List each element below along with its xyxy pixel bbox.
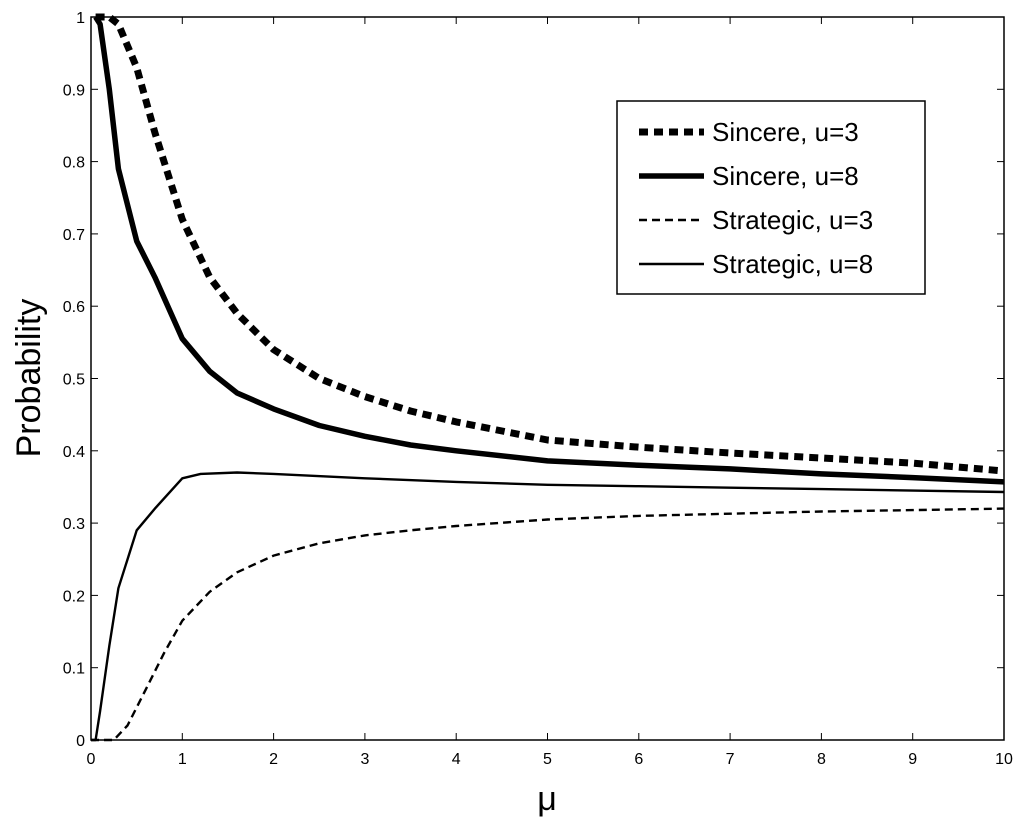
series-line-2 (93, 15, 1005, 485)
legend: Sincere, u=3 Sincere, u=8 Strategic, u=3 St… (616, 100, 926, 295)
y-tick-label: 0.1 (63, 661, 85, 678)
x-tick-label: 5 (543, 751, 552, 768)
y-tick-label: 0.9 (63, 82, 85, 99)
y-tick-label: 1 (76, 10, 85, 27)
y-tick-label: 0.5 (63, 372, 85, 389)
x-tick-label: 10 (995, 751, 1013, 768)
y-tick-label: 0.8 (63, 155, 85, 172)
x-axis-title: μ (537, 780, 557, 818)
x-tick-label: 7 (726, 751, 735, 768)
y-tick-label: 0.2 (63, 588, 85, 605)
x-tick-label: 8 (817, 751, 826, 768)
y-tick-label: 0.7 (63, 227, 85, 244)
x-tick-label: 0 (87, 751, 96, 768)
y-axis-title: Probability (10, 299, 48, 458)
y-tick-label: 0.3 (63, 516, 85, 533)
x-tick-label: 4 (452, 751, 461, 768)
x-tick-label: 1 (178, 751, 187, 768)
legend-label: Sincere, u=8 (712, 161, 859, 191)
legend-label: Sincere, u=3 (712, 117, 859, 147)
x-tick-label: 3 (360, 751, 369, 768)
y-tick-label: 0.4 (63, 444, 85, 461)
y-tick-label: 0 (76, 733, 85, 750)
ticks: 0 1 2 3 4 5 6 7 8 9 10 0 0.1 0.2 0.3 0.4 0.5 0.6 0.7 0.8 0.9… (63, 10, 1013, 768)
legend-label: Strategic, u=3 (712, 205, 873, 235)
x-tick-label: 9 (908, 751, 917, 768)
series-line-4 (91, 471, 1005, 742)
series-group (91, 13, 1005, 742)
legend-label: Strategic, u=8 (712, 249, 873, 279)
y-tick-label: 0.6 (63, 299, 85, 316)
x-tick-label: 2 (269, 751, 278, 768)
legend-box (616, 100, 926, 295)
x-tick-label: 6 (634, 751, 643, 768)
series-line-3 (91, 507, 1005, 742)
